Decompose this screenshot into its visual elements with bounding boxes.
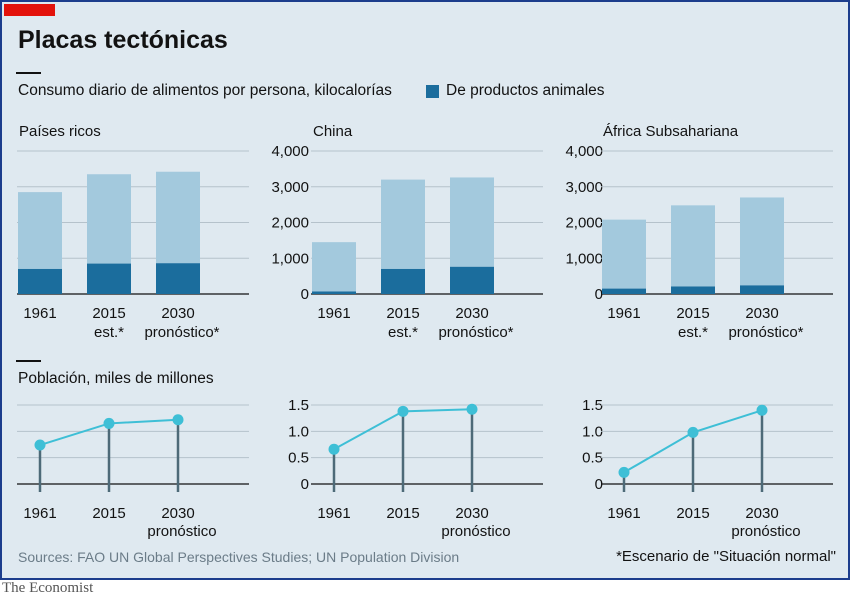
x-tick-label: 1961 — [607, 505, 640, 522]
legend-label-animal: De productos animales — [446, 82, 605, 99]
y-tick-label: 1.5 — [288, 397, 309, 414]
panel-title-3: África Subsahariana — [603, 123, 739, 140]
bar-animal-2015 — [671, 286, 715, 294]
y-tick-label: 1,000 — [271, 250, 309, 267]
y-tick-label: 0 — [595, 286, 603, 303]
y-tick-label: 2,000 — [271, 215, 309, 232]
x-tick-label: 2015 — [92, 305, 125, 322]
population-point-2015 — [687, 426, 699, 438]
x-tick-sublabel: est.* — [388, 324, 418, 341]
population-point-2015 — [103, 417, 115, 429]
panel-title-2: China — [313, 123, 353, 140]
x-tick-label: 2030 — [455, 505, 488, 522]
y-tick-label: 1,000 — [565, 250, 603, 267]
bar-total-2015 — [671, 205, 715, 294]
bar-total-1961 — [602, 219, 646, 294]
x-tick-label: 2030 — [455, 305, 488, 322]
source-note: Sources: FAO UN Global Perspectives Stud… — [18, 549, 460, 565]
chart-subtitle: Consumo diario de alimentos por persona,… — [18, 82, 392, 99]
x-tick-label: 2015 — [676, 505, 709, 522]
x-tick-label: 2030 — [745, 305, 778, 322]
bar-total-2030 — [740, 197, 784, 294]
y-tick-label: 1.0 — [288, 423, 309, 440]
x-tick-label: 2030 — [745, 505, 778, 522]
scenario-footnote: *Escenario de "Situación normal" — [616, 548, 836, 565]
chart-frame: Placas tectónicas Consumo diario de alim… — [0, 0, 850, 580]
x-tick-sublabel: pronóstico* — [438, 324, 513, 341]
y-tick-label: 3,000 — [271, 179, 309, 196]
legend-swatch-animal — [426, 85, 439, 98]
y-tick-label: 4,000 — [271, 143, 309, 160]
x-tick-label: 2030 — [161, 305, 194, 322]
population-point-2030 — [172, 414, 184, 426]
population-subtitle: Población, miles de millones — [18, 370, 214, 387]
x-tick-label: 2015 — [386, 505, 419, 522]
y-tick-label: 0 — [301, 476, 309, 493]
x-tick-sublabel: pronóstico — [441, 523, 510, 540]
population-point-2030 — [756, 404, 768, 416]
x-tick-sublabel: pronóstico — [147, 523, 216, 540]
y-tick-label: 0.5 — [288, 450, 309, 467]
bar-animal-2030 — [156, 263, 200, 294]
brand-red-tag — [4, 4, 55, 16]
x-tick-label: 2030 — [161, 505, 194, 522]
population-rule — [16, 360, 41, 362]
y-tick-label: 1.5 — [582, 397, 603, 414]
x-tick-label: 2015 — [676, 305, 709, 322]
x-tick-label: 2015 — [386, 305, 419, 322]
y-tick-label: 0 — [595, 476, 603, 493]
x-tick-label: 1961 — [607, 305, 640, 322]
panel-title-1: Países ricos — [19, 123, 101, 140]
x-tick-label: 1961 — [317, 305, 350, 322]
brand-wordmark: The Economist — [2, 580, 94, 596]
population-point-2030 — [466, 403, 478, 415]
population-point-1961 — [34, 439, 46, 451]
x-tick-sublabel: pronóstico* — [144, 324, 219, 341]
y-tick-label: 0 — [301, 286, 309, 303]
bar-animal-1961 — [18, 268, 62, 294]
x-tick-label: 2015 — [92, 505, 125, 522]
x-tick-sublabel: est.* — [94, 324, 124, 341]
population-point-1961 — [618, 466, 630, 478]
population-point-2015 — [397, 405, 409, 417]
bar-animal-2030 — [450, 266, 494, 294]
y-tick-label: 0.5 — [582, 450, 603, 467]
y-tick-label: 2,000 — [565, 215, 603, 232]
x-tick-label: 1961 — [23, 305, 56, 322]
bar-animal-2030 — [740, 285, 784, 294]
y-tick-label: 1.0 — [582, 423, 603, 440]
x-tick-sublabel: pronóstico* — [728, 324, 803, 341]
y-tick-label: 4,000 — [565, 143, 603, 160]
x-tick-sublabel: pronóstico — [731, 523, 800, 540]
chart-title: Placas tectónicas — [18, 26, 228, 54]
bar-animal-2015 — [381, 268, 425, 294]
population-point-1961 — [328, 443, 340, 455]
bar-animal-1961 — [602, 288, 646, 294]
bar-animal-1961 — [312, 291, 356, 294]
bar-total-1961 — [312, 242, 356, 294]
bar-animal-2015 — [87, 263, 131, 294]
x-tick-label: 1961 — [317, 505, 350, 522]
x-tick-label: 1961 — [23, 505, 56, 522]
y-tick-label: 3,000 — [565, 179, 603, 196]
x-tick-sublabel: est.* — [678, 324, 708, 341]
title-rule — [16, 72, 41, 74]
